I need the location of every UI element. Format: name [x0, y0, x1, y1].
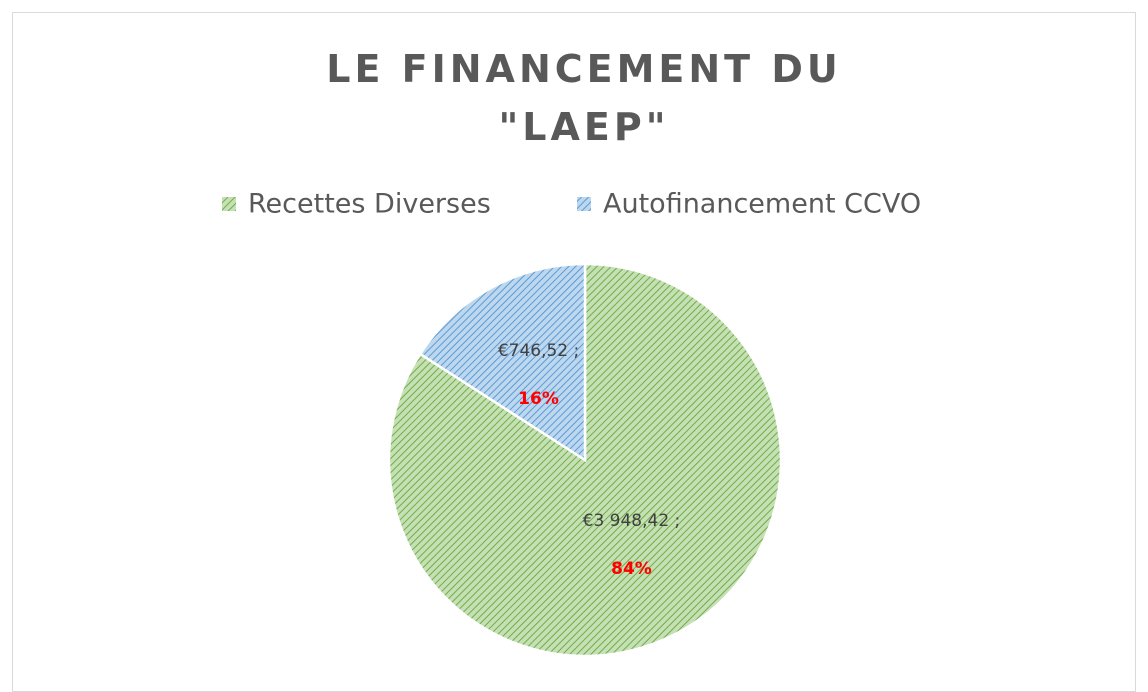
legend-swatch	[222, 197, 236, 211]
data-label: €746,52 ;	[498, 341, 579, 361]
legend-label: Autofinancement CCVO	[603, 189, 921, 220]
percent-label: 84%	[611, 559, 652, 579]
data-label: €3 948,42 ;	[583, 511, 681, 531]
legend-label: Recettes Diverses	[248, 189, 491, 220]
percent-label: 16%	[518, 389, 559, 409]
chart-title: LE FINANCEMENT DU "LAEP"	[326, 47, 842, 149]
legend-swatch	[577, 197, 591, 211]
pie-slice	[418, 262, 587, 463]
